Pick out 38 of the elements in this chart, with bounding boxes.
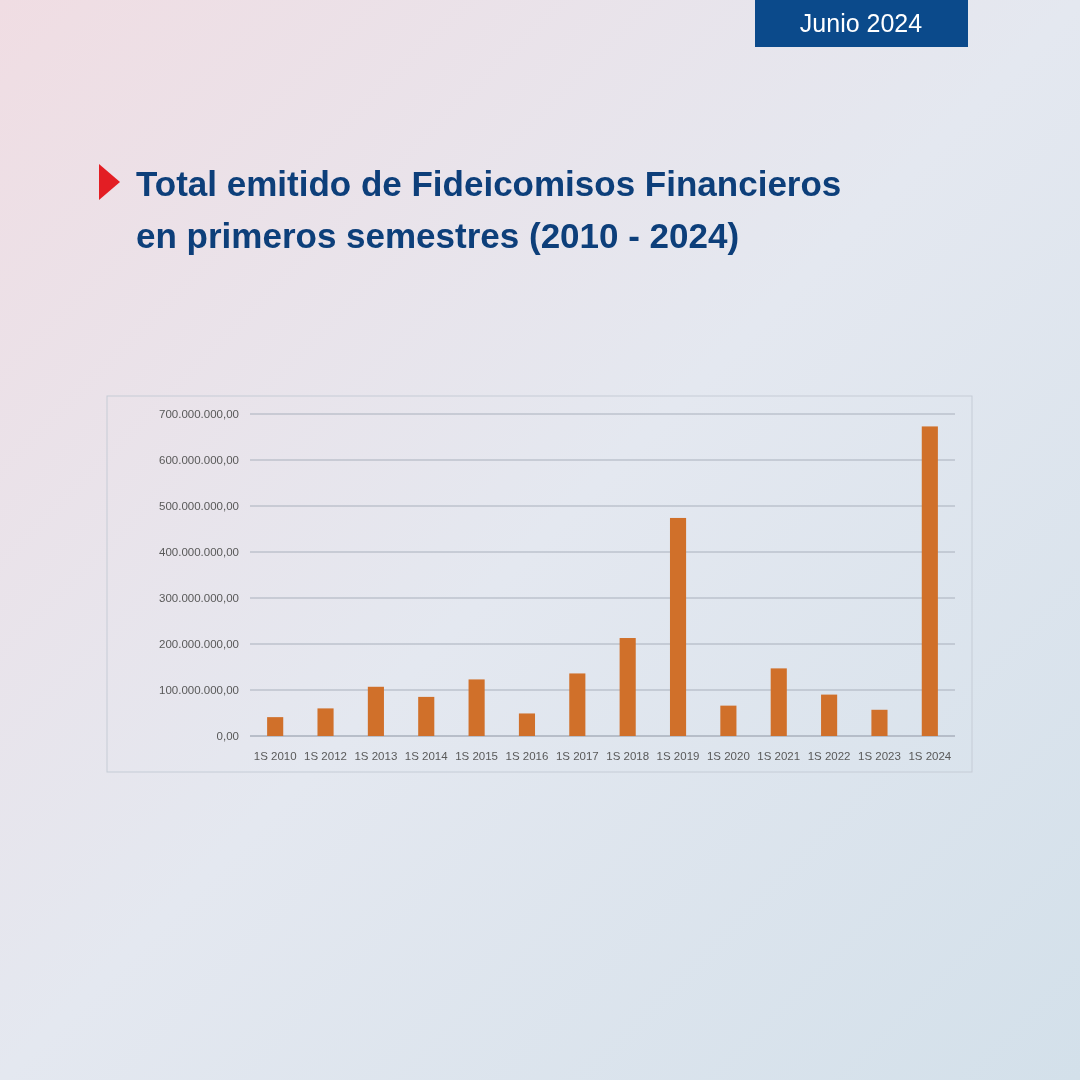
y-tick-label: 100.000.000,00 [159,684,239,696]
x-tick-label: 1S 2017 [555,750,599,762]
bar [770,668,787,736]
x-tick-label: 1S 2021 [757,750,801,762]
y-tick-label: 200.000.000,00 [159,638,239,650]
x-tick-label: 1S 2013 [354,750,398,762]
y-tick-label: 500.000.000,00 [159,500,239,512]
bar [871,709,888,736]
x-tick-label: 1S 2016 [505,750,549,762]
bar [720,705,737,736]
bar [468,679,485,736]
x-tick-label: 1S 2023 [858,750,901,762]
bar [367,686,384,736]
x-tick-label: 1S 2018 [606,750,650,762]
bar [619,638,636,736]
y-tick-label: 700.000.000,00 [159,408,239,420]
bar [267,717,284,736]
x-tick-label: 1S 2019 [656,750,700,762]
x-tick-label: 1S 2024 [908,750,952,762]
y-tick-label: 0,00 [216,730,239,742]
x-tick-label: 1S 2015 [455,750,499,762]
chart-title: Total emitido de Fideicomisos Financieros en primeros semestres (2010 - 2024) [136,164,842,255]
bar [821,694,838,736]
chart-subtitle: Junio 2024 [799,9,923,37]
y-tick-label: 300.000.000,00 [159,592,239,604]
bar [669,517,687,736]
bar [518,713,536,736]
bar [569,673,586,736]
x-tick-label: 1S 2010 [253,750,297,762]
bar [317,708,334,736]
y-tick-label: 600.000.000,00 [159,454,239,466]
x-tick-label: 1S 2014 [404,750,449,762]
x-tick-label: 1S 2022 [807,750,851,762]
x-tick-label: 1S 2012 [304,750,347,762]
y-tick-label: 400.000.000,00 [159,546,239,558]
bar [418,696,435,736]
x-tick-label: 1S 2020 [706,750,750,762]
bar [921,426,938,736]
